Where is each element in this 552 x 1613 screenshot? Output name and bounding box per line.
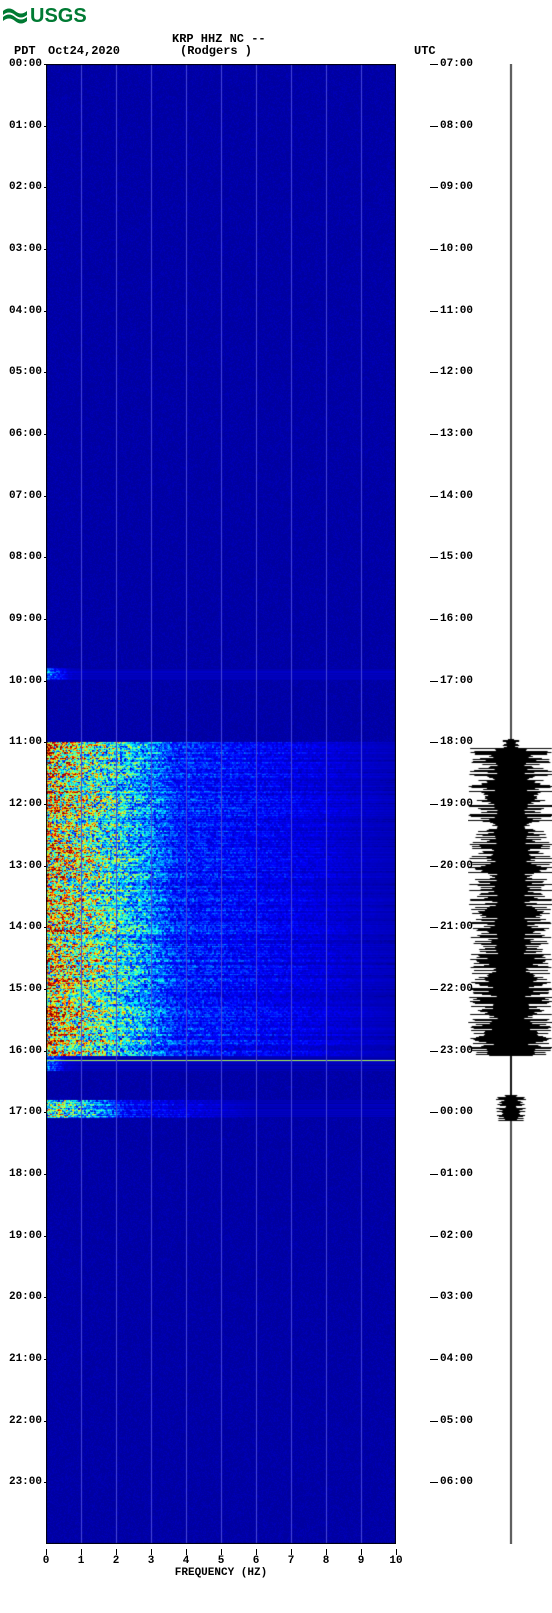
- y-left-tick-label: 02:00: [9, 181, 42, 193]
- x-tick-label: 10: [389, 1555, 402, 1567]
- y-left-tick-label: 07:00: [9, 490, 42, 502]
- x-axis-title: FREQUENCY (HZ): [46, 1567, 396, 1579]
- y-left-tick-label: 14:00: [9, 921, 42, 933]
- y-left-tick-label: 21:00: [9, 1353, 42, 1365]
- header-date: Oct24,2020: [48, 44, 120, 58]
- y-left-tick-label: 12:00: [9, 798, 42, 810]
- x-tick-label: 8: [323, 1555, 330, 1567]
- y-left-tick-label: 15:00: [9, 983, 42, 995]
- y-left-tick-label: 17:00: [9, 1106, 42, 1118]
- y-left-tick-label: 18:00: [9, 1168, 42, 1180]
- waveform-canvas: [468, 64, 552, 1544]
- y-left-tick-label: 16:00: [9, 1045, 42, 1057]
- logo-text: USGS: [30, 5, 87, 26]
- y-left-tick-label: 10:00: [9, 675, 42, 687]
- y-left-tick-label: 04:00: [9, 305, 42, 317]
- y-left-tick-label: 00:00: [9, 58, 42, 70]
- y-left-tick-label: 05:00: [9, 366, 42, 378]
- station-name: (Rodgers ): [180, 44, 252, 58]
- x-tick-label: 7: [288, 1555, 295, 1567]
- y-left-tick-label: 22:00: [9, 1415, 42, 1427]
- spectrogram-canvas: [46, 64, 396, 1544]
- chart-area: 00:0001:0002:0003:0004:0005:0006:0007:00…: [8, 64, 548, 1583]
- x-tick-label: 1: [78, 1555, 85, 1567]
- x-tick-label: 9: [358, 1555, 365, 1567]
- plot-wrap: 07:0008:0009:0010:0011:0012:0013:0014:00…: [46, 64, 548, 1549]
- y-left-tick-label: 08:00: [9, 551, 42, 563]
- y-left-tick-label: 20:00: [9, 1291, 42, 1303]
- y-left-tick-label: 06:00: [9, 428, 42, 440]
- x-tick-label: 5: [218, 1555, 225, 1567]
- y-left-tick-label: 03:00: [9, 243, 42, 255]
- y-left-tick-label: 13:00: [9, 860, 42, 872]
- x-tick-label: 3: [148, 1555, 155, 1567]
- x-tick-label: 4: [183, 1555, 190, 1567]
- y-left-tick-label: 11:00: [9, 736, 42, 748]
- y-left-tick-label: 09:00: [9, 613, 42, 625]
- x-tick-label: 6: [253, 1555, 260, 1567]
- y-left-tick-label: 23:00: [9, 1476, 42, 1488]
- x-tick-label: 2: [113, 1555, 120, 1567]
- y-axis-left: 00:0001:0002:0003:0004:0005:0006:0007:00…: [4, 64, 46, 1544]
- x-axis: FREQUENCY (HZ) 012345678910: [46, 1549, 396, 1583]
- x-tick-label: 0: [43, 1555, 50, 1567]
- usgs-logo: USGS: [0, 0, 552, 28]
- left-timezone: PDT: [14, 44, 36, 58]
- y-left-tick-label: 19:00: [9, 1230, 42, 1242]
- y-left-tick-label: 01:00: [9, 120, 42, 132]
- right-timezone: UTC: [414, 44, 436, 58]
